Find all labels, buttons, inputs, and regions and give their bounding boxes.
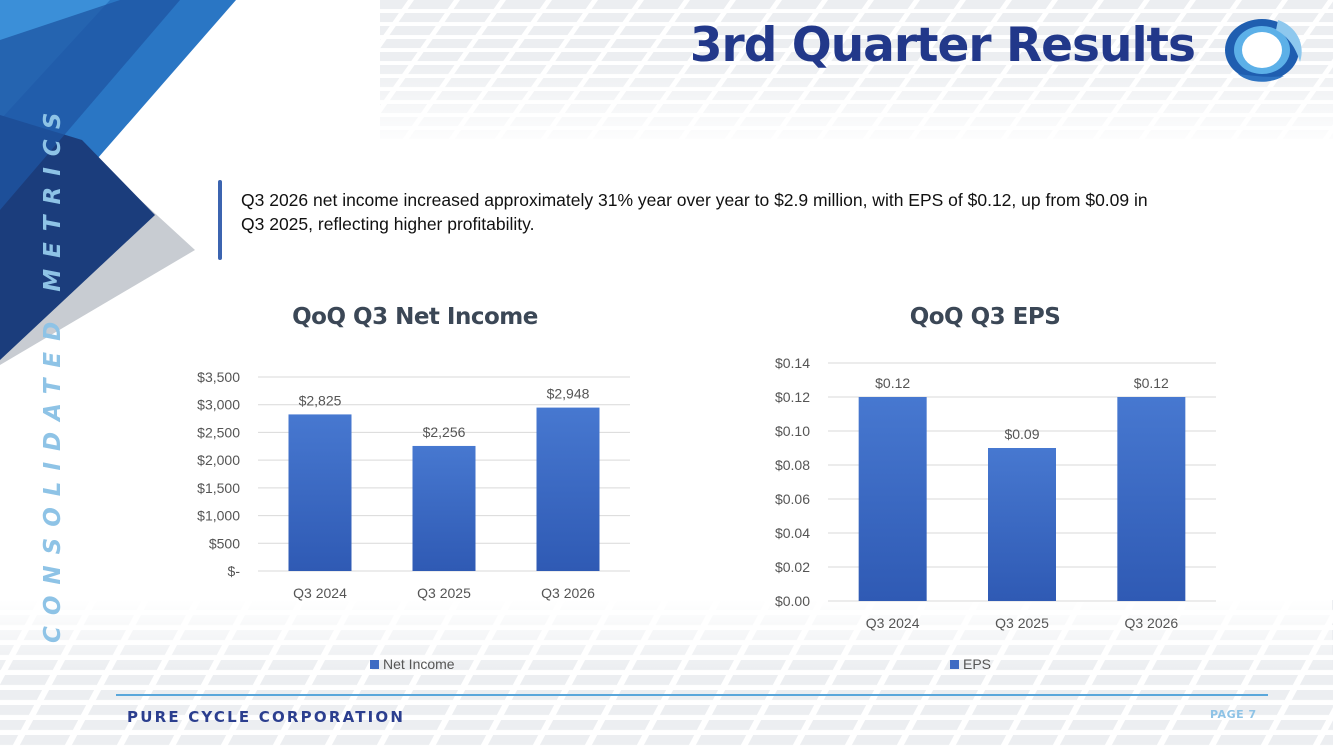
y-tick-label: $0.10 bbox=[775, 423, 810, 439]
y-tick-label: $0.08 bbox=[775, 457, 810, 473]
y-tick-label: $0.06 bbox=[775, 491, 810, 507]
y-tick-label: $0.12 bbox=[775, 389, 810, 405]
net-income-chart-title: QoQ Q3 Net Income bbox=[292, 304, 538, 330]
page-number: PAGE 7 bbox=[1210, 708, 1257, 721]
bar bbox=[1117, 397, 1186, 601]
footer-company: PURE CYCLE CORPORATION bbox=[127, 708, 406, 726]
callout-accent-bar bbox=[218, 180, 222, 260]
x-tick-label: Q3 2026 bbox=[1124, 615, 1178, 631]
footer-divider bbox=[116, 694, 1268, 696]
eps-chart: QoQ Q3 EPS $0.00 $0.02 $0.04 $0.06 $0.08 $0.1… bbox=[750, 290, 1220, 685]
summary-text: Q3 2026 net income increased approximate… bbox=[241, 190, 1148, 234]
legend-swatch bbox=[950, 660, 959, 669]
data-label: $0.09 bbox=[1004, 426, 1039, 442]
bar bbox=[412, 445, 476, 571]
net-income-legend: Net Income bbox=[370, 656, 455, 672]
y-tick-label: $500 bbox=[209, 535, 240, 551]
side-label: CONSOLIDATED METRICS bbox=[40, 101, 66, 643]
net-income-chart: QoQ Q3 Net Income $- $500 $1,000 $1,500 $2,0… bbox=[180, 290, 650, 685]
bar bbox=[858, 397, 927, 601]
data-label: $2,256 bbox=[423, 424, 466, 440]
y-tick-label: $2,500 bbox=[197, 424, 240, 440]
data-label: $0.12 bbox=[1134, 375, 1169, 391]
eps-chart-plot: $0.00 $0.02 $0.04 $0.06 $0.08 $0.10 $0.12 $0.14… bbox=[775, 355, 1216, 631]
company-logo-icon bbox=[1225, 19, 1302, 82]
x-tick-label: Q3 2024 bbox=[866, 615, 920, 631]
side-graphic bbox=[0, 0, 236, 365]
legend-label: EPS bbox=[963, 656, 992, 672]
x-tick-label: Q3 2025 bbox=[995, 615, 1049, 631]
eps-legend: EPS bbox=[950, 656, 991, 672]
bar bbox=[988, 448, 1056, 601]
y-tick-label: $2,000 bbox=[197, 452, 240, 468]
y-tick-label: $3,000 bbox=[197, 397, 240, 413]
legend-swatch bbox=[370, 660, 379, 669]
legend-label: Net Income bbox=[383, 656, 455, 672]
x-tick-label: Q3 2024 bbox=[293, 585, 347, 601]
page-title: 3rd Quarter Results bbox=[689, 18, 1196, 73]
x-tick-label: Q3 2025 bbox=[417, 585, 471, 601]
data-label: $2,948 bbox=[547, 386, 590, 402]
y-tick-label: $0.04 bbox=[775, 525, 810, 541]
bar bbox=[536, 407, 600, 571]
y-tick-label: $3,500 bbox=[197, 369, 240, 385]
y-tick-label: $1,500 bbox=[197, 480, 240, 496]
y-tick-label: $0.00 bbox=[775, 593, 810, 609]
data-label: $2,825 bbox=[299, 392, 342, 408]
bar bbox=[288, 414, 352, 571]
net-income-chart-plot: $- $500 $1,000 $1,500 $2,000 $2,500 $3,000 $3,5… bbox=[197, 369, 630, 601]
data-label: $0.12 bbox=[875, 375, 910, 391]
y-tick-label: $1,000 bbox=[197, 508, 240, 524]
x-tick-label: Q3 2026 bbox=[541, 585, 595, 601]
y-tick-label: $0.14 bbox=[775, 355, 810, 371]
y-tick-label: $0.02 bbox=[775, 559, 810, 575]
eps-chart-title: QoQ Q3 EPS bbox=[909, 304, 1061, 330]
y-tick-label: $- bbox=[228, 563, 241, 579]
